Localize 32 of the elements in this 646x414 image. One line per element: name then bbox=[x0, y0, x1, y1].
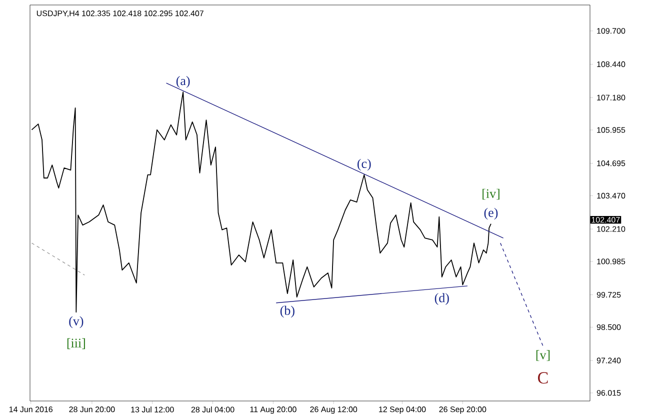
x-tick-label: 14 Jun 2016 bbox=[9, 406, 53, 412]
x-tick-label: 26 Aug 12:00 bbox=[310, 406, 358, 414]
y-tick-label: 100.985 bbox=[597, 258, 626, 264]
y-tick-label: 102.210 bbox=[597, 226, 626, 232]
y-tick-label: 99.725 bbox=[596, 292, 621, 298]
annotation: C bbox=[538, 372, 548, 384]
annotation: [iv] bbox=[482, 188, 500, 200]
annotation: [iii] bbox=[67, 338, 85, 350]
x-tick-label: 28 Jul 04:00 bbox=[191, 406, 234, 412]
text: 102.407 bbox=[592, 216, 620, 223]
y-tick-label: 103.470 bbox=[597, 192, 626, 199]
x-tick-label: 11 Aug 20:00 bbox=[250, 406, 296, 414]
y-tick-label: 105.955 bbox=[597, 127, 626, 133]
annotation: (v) bbox=[69, 316, 84, 328]
y-tick-label: 107.180 bbox=[597, 94, 626, 100]
annotation: (e) bbox=[484, 208, 498, 220]
annotation: (c) bbox=[358, 158, 371, 171]
y-tick-label: 96.015 bbox=[596, 390, 621, 396]
annotation: (b) bbox=[280, 306, 294, 318]
y-tick-label: 104.695 bbox=[597, 160, 626, 166]
annotation: [v] bbox=[536, 350, 550, 361]
y-tick-label: 98.500 bbox=[596, 324, 621, 330]
y-tick-label: 109.700 bbox=[597, 28, 626, 34]
annotation: (a) bbox=[176, 76, 190, 88]
x-tick-label: 26 Sep 20:00 bbox=[439, 406, 486, 414]
x-tick-label: 28 Jun 20:00 bbox=[69, 406, 115, 412]
annotation: (d) bbox=[434, 293, 449, 305]
x-tick-label: 12 Sep 04:00 bbox=[379, 406, 426, 414]
y-tick-label: 97.240 bbox=[596, 358, 621, 364]
y-tick-label: 108.440 bbox=[597, 61, 626, 68]
text: USDJPY,H4 102.335 102.418 102.295 102.407 bbox=[36, 10, 204, 18]
x-tick-label: 13 Jul 12:00 bbox=[131, 406, 174, 412]
